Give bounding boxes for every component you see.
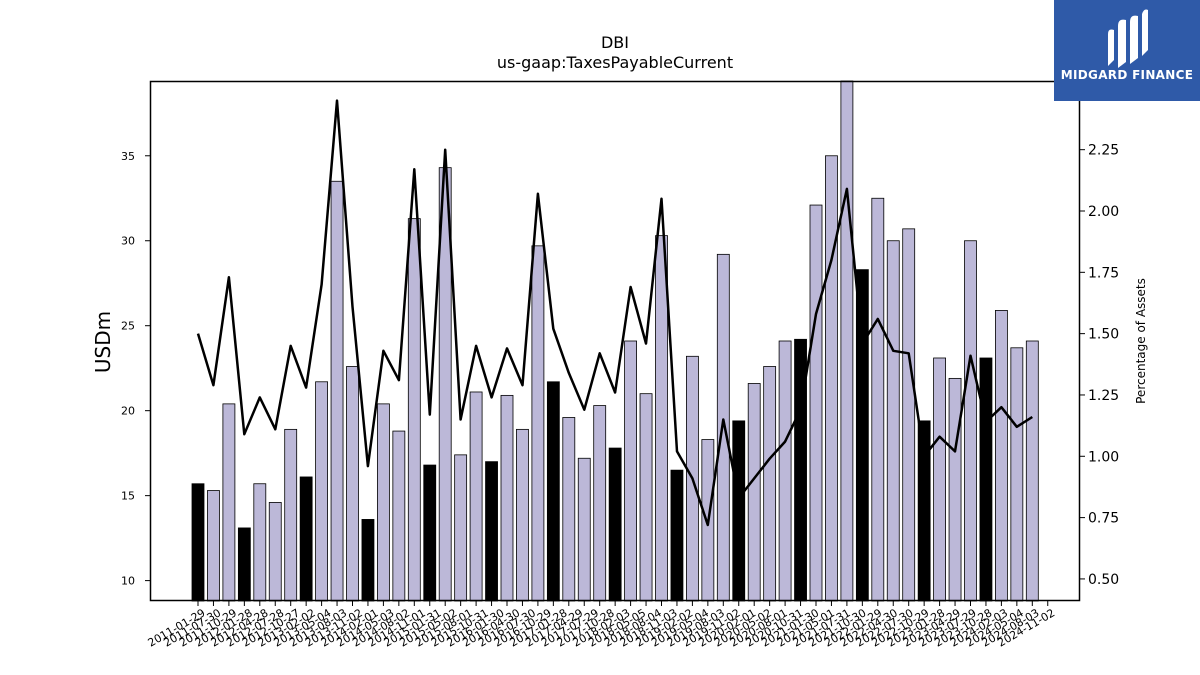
bar	[268, 502, 282, 602]
y2-tick-label: 1.50	[1088, 327, 1119, 343]
bar	[315, 381, 329, 602]
bar	[1025, 340, 1039, 602]
y2-tick-label: 0.50	[1088, 572, 1119, 588]
chart-title: DBI	[601, 33, 629, 52]
y-tick-label: 30	[121, 235, 135, 248]
bar	[346, 366, 359, 602]
bar	[639, 393, 653, 602]
bar	[516, 428, 529, 602]
bar	[253, 483, 267, 602]
bar	[485, 461, 498, 602]
bar	[948, 377, 962, 602]
y-tick-label: 20	[121, 405, 135, 418]
y2-tick-label: 2.00	[1088, 204, 1119, 220]
bar	[500, 394, 514, 602]
bar	[608, 447, 622, 602]
chart-subtitle: us-gaap:TaxesPayableCurrent	[497, 53, 733, 72]
bar	[191, 483, 205, 602]
bar	[670, 469, 684, 602]
bar	[237, 527, 251, 602]
bar	[284, 428, 298, 602]
bar	[593, 405, 607, 602]
bar	[825, 155, 838, 602]
bar	[469, 391, 483, 602]
bar	[392, 430, 406, 602]
bar	[855, 269, 869, 602]
bar	[902, 228, 916, 602]
bar	[330, 180, 344, 602]
bar	[840, 80, 854, 602]
bar	[376, 403, 390, 602]
bar	[655, 235, 668, 602]
bar	[979, 357, 993, 602]
x-axis: 2011-01-292011-07-302011-10-292012-01-28…	[146, 601, 1057, 650]
bar	[577, 457, 591, 602]
bar	[423, 464, 437, 602]
y2-tick-label: 1.00	[1088, 449, 1119, 465]
percentage-line	[196, 99, 1033, 527]
bar	[361, 519, 375, 602]
bar	[886, 240, 900, 602]
bar	[964, 240, 977, 602]
y2-tick-label: 1.75	[1088, 265, 1119, 281]
y2-tick-label: 2.25	[1088, 143, 1119, 159]
bar	[809, 204, 823, 602]
bar	[222, 403, 236, 602]
bar	[531, 245, 545, 602]
bar	[546, 381, 560, 602]
y-tick-label: 15	[121, 490, 135, 503]
brand-logo: MIDGARD FINANCE	[1054, 0, 1200, 101]
bar	[747, 383, 761, 602]
bar	[732, 420, 746, 602]
bar-series	[191, 80, 1039, 602]
y2-tick-label: 1.25	[1088, 388, 1119, 404]
bar	[933, 357, 946, 602]
y2-tick-label: 0.75	[1088, 511, 1119, 527]
bar	[207, 490, 220, 602]
y-axis-left: 10 15 20 25 30 35	[121, 150, 150, 588]
bar	[454, 454, 468, 602]
bar	[995, 310, 1008, 602]
y-tick-label: 35	[121, 150, 135, 163]
bar	[1010, 347, 1024, 602]
plot-frame	[149, 80, 1081, 602]
logo-mark-icon	[1108, 9, 1148, 68]
bar	[763, 366, 777, 602]
bar	[778, 340, 792, 602]
y2-axis-label: Percentage of Assets	[1134, 278, 1148, 404]
y-axis-right: 0.50 0.75 1.00 1.25 1.50 1.75 2.00 2.25	[1080, 143, 1119, 588]
bar	[917, 420, 931, 602]
bar	[624, 340, 637, 602]
bar	[407, 218, 421, 602]
y-tick-label: 10	[121, 575, 135, 588]
bar	[871, 197, 885, 602]
y-tick-label: 25	[121, 320, 135, 333]
line-series	[196, 99, 1033, 527]
bar	[562, 417, 576, 602]
y-axis-label: USDm	[91, 311, 115, 373]
logo-text: MIDGARD FINANCE	[1060, 68, 1194, 82]
bar	[299, 476, 313, 602]
